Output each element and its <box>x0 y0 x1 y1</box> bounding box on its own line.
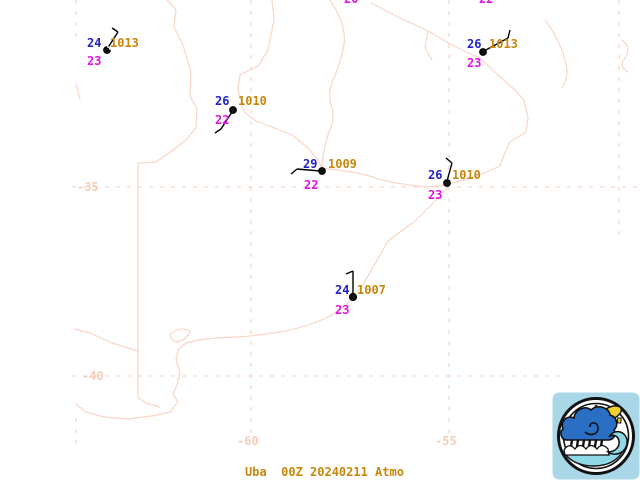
station-temperature: 26 <box>215 94 230 108</box>
station-pressure: 1010 <box>452 168 481 182</box>
station-pressure: 1007 <box>357 283 386 297</box>
station-dewpoint: 23 <box>335 303 350 317</box>
clipped-dewpoint: 20 <box>344 0 358 5</box>
station-temperature: 24 <box>335 283 350 297</box>
rain-cloud-icon <box>560 406 618 454</box>
wind-barb-icon <box>443 157 453 187</box>
station-pressure: 1013 <box>489 37 518 51</box>
station-pressure: 1013 <box>110 36 139 50</box>
station-temperature: 24 <box>87 36 102 50</box>
map-caption: Uba 00Z 20240211 Atmo <box>245 465 404 479</box>
station-pressure: 1010 <box>238 94 267 108</box>
station-dewpoint: 23 <box>87 54 102 68</box>
clipped-dewpoint: 22 <box>479 0 493 5</box>
station-dewpoint: 23 <box>428 188 443 202</box>
uba-atmo-logo <box>552 392 640 480</box>
station-dewpoint: 22 <box>304 178 319 192</box>
station-temperature: 29 <box>303 157 318 171</box>
station-pressure: 1009 <box>328 157 357 171</box>
station-symbols <box>103 27 511 302</box>
station-temperature: 26 <box>467 37 482 51</box>
wind-barb-icon <box>345 270 358 302</box>
wind-barb-icon <box>290 167 326 175</box>
grid-lines <box>72 0 640 448</box>
wind-barb-icon <box>103 27 119 54</box>
station-temperature: 26 <box>428 168 443 182</box>
station-dewpoint: 23 <box>467 56 482 70</box>
wind-barb-icon <box>214 106 237 134</box>
map-outlines <box>73 0 629 420</box>
longitude-label: -60 <box>237 434 259 448</box>
wave-icon <box>563 430 628 467</box>
wind-barb-icon <box>479 29 511 56</box>
station-dewpoint: 22 <box>215 113 230 127</box>
longitude-label: -55 <box>435 434 457 448</box>
latitude-label: -35 <box>77 180 99 194</box>
latitude-label: -40 <box>82 369 104 383</box>
